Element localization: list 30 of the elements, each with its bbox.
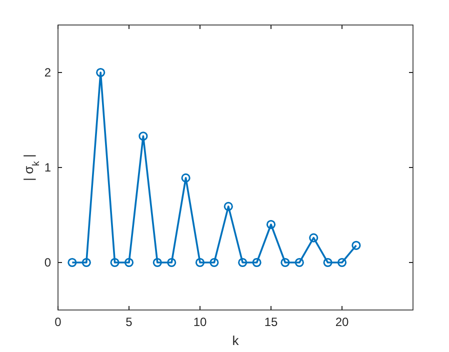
point [294, 258, 304, 268]
point [323, 258, 332, 268]
point [195, 258, 205, 268]
y-tick-label: 1 [44, 160, 52, 174]
point [210, 258, 219, 268]
point [309, 233, 318, 242]
point [82, 258, 91, 268]
point [167, 258, 176, 268]
y-tick-label: 0 [44, 256, 52, 270]
point [280, 258, 290, 268]
point [337, 258, 347, 268]
point [238, 258, 248, 268]
point [152, 258, 162, 268]
point [68, 258, 77, 268]
y-tick-label: 2 [44, 66, 52, 80]
x-tick-label: 10 [193, 315, 207, 329]
x-axis-title: k [232, 333, 240, 348]
point [181, 173, 190, 182]
x-tick-label: 20 [335, 315, 349, 329]
point [266, 220, 276, 230]
point [224, 202, 233, 211]
point [252, 258, 262, 268]
point [96, 68, 106, 78]
point [138, 132, 148, 141]
point [124, 258, 134, 268]
point [110, 258, 120, 268]
x-tick-label: 5 [126, 315, 133, 329]
point [352, 240, 361, 250]
x-tick-label: 15 [264, 315, 278, 329]
x-tick-label: 0 [54, 315, 62, 329]
